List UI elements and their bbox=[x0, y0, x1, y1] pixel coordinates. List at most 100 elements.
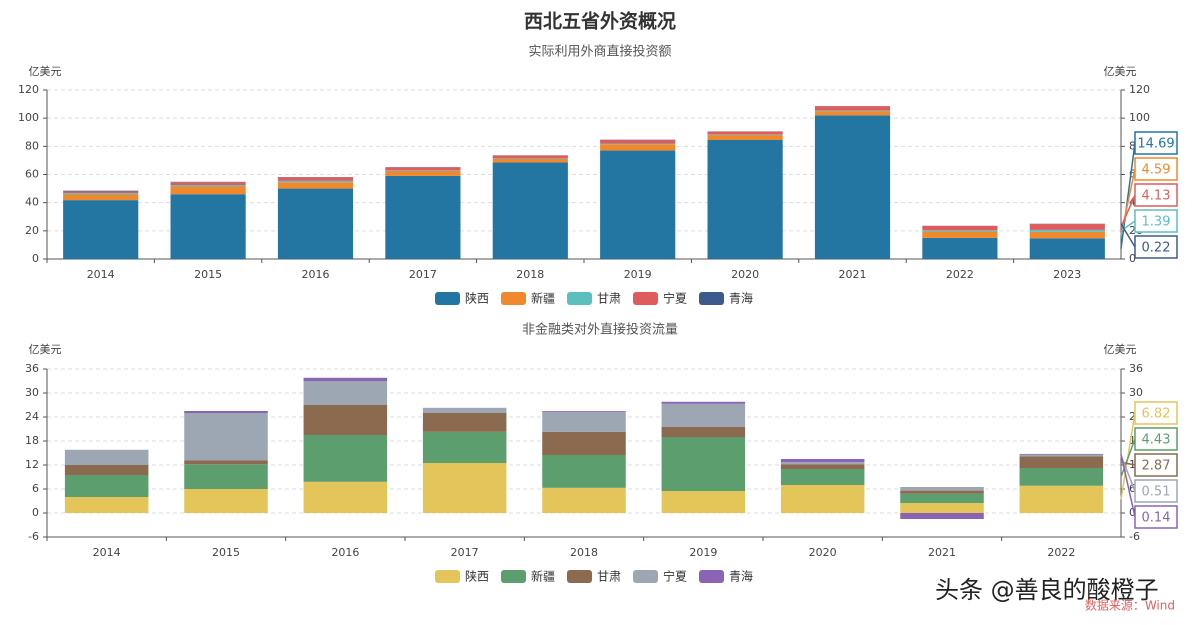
callout-label: 4.59 bbox=[1142, 163, 1171, 178]
x-tick-label: 2018 bbox=[570, 546, 598, 559]
callout-label: 6.82 bbox=[1142, 407, 1171, 422]
bar-segment bbox=[184, 489, 268, 513]
callout-box bbox=[1134, 479, 1178, 503]
callout-line bbox=[1120, 223, 1136, 248]
y-axis-label: 亿美元 bbox=[29, 65, 62, 78]
y-tick-label: 120 bbox=[18, 83, 39, 96]
bar-segment bbox=[422, 431, 507, 463]
bar-segment bbox=[707, 139, 783, 259]
callout-line bbox=[1120, 142, 1136, 249]
legend-label: 新疆 bbox=[531, 569, 555, 584]
legend-label: 宁夏 bbox=[663, 291, 687, 306]
callout-line bbox=[1120, 194, 1136, 228]
bar-segment bbox=[542, 411, 626, 432]
x-tick-label: 2020 bbox=[809, 546, 837, 559]
bar-segment bbox=[814, 106, 891, 111]
bar-segment bbox=[600, 139, 676, 144]
bar-segment bbox=[600, 143, 676, 145]
legend-label: 青海 bbox=[729, 569, 753, 584]
callout-label: 0.14 bbox=[1142, 511, 1171, 526]
callout-line bbox=[1120, 168, 1136, 236]
bar-segment bbox=[64, 497, 149, 513]
bar-segment bbox=[814, 115, 891, 259]
legend-swatch bbox=[435, 292, 460, 305]
y-tick-label: 6 bbox=[32, 482, 39, 495]
y2-tick-label: 0 bbox=[1129, 506, 1136, 519]
y-tick-label: -6 bbox=[28, 530, 39, 543]
bar-segment bbox=[1029, 224, 1105, 230]
bar-segment bbox=[542, 431, 626, 455]
x-tick-label: 2015 bbox=[194, 268, 222, 281]
legend-swatch bbox=[567, 292, 592, 305]
y-tick-label: 0 bbox=[32, 506, 39, 519]
bar-segment bbox=[170, 182, 246, 186]
callout-line bbox=[1120, 220, 1136, 232]
bar-segment bbox=[63, 193, 139, 195]
x-tick-label: 2015 bbox=[212, 546, 240, 559]
bar-segment bbox=[814, 111, 891, 116]
bar-segment bbox=[170, 186, 246, 195]
x-tick-label: 2022 bbox=[1047, 546, 1075, 559]
bar-segment bbox=[707, 131, 783, 135]
bar-segment bbox=[1019, 456, 1104, 468]
bar-segment bbox=[385, 170, 461, 176]
bar-segment bbox=[661, 491, 746, 513]
bar-segment bbox=[184, 411, 268, 413]
bar-segment bbox=[277, 180, 354, 183]
callout-label: 2.87 bbox=[1142, 459, 1171, 474]
legend-label: 陕西 bbox=[465, 291, 489, 306]
y-tick-label: 0 bbox=[32, 252, 39, 265]
bar-segment bbox=[63, 194, 139, 201]
bar-segment bbox=[277, 177, 354, 181]
bar-segment bbox=[385, 170, 461, 171]
bar-segment bbox=[63, 191, 139, 194]
bar-segment bbox=[922, 225, 998, 231]
callout-line bbox=[1120, 438, 1136, 478]
bar-segment bbox=[64, 465, 149, 475]
legend-label: 新疆 bbox=[531, 291, 555, 306]
callout-box bbox=[1134, 131, 1178, 155]
bar-segment bbox=[922, 230, 998, 232]
bar-segment bbox=[303, 381, 388, 405]
bar-segment bbox=[600, 144, 676, 151]
y2-tick-label: 6 bbox=[1129, 482, 1136, 495]
legend-swatch bbox=[633, 292, 658, 305]
legend-swatch bbox=[501, 570, 526, 583]
callout-label: 0.22 bbox=[1142, 241, 1171, 256]
y-tick-label: 30 bbox=[25, 386, 39, 399]
x-tick-label: 2017 bbox=[451, 546, 479, 559]
y-tick-label: 12 bbox=[25, 458, 39, 471]
y-tick-label: 40 bbox=[25, 196, 39, 209]
x-tick-label: 2019 bbox=[624, 268, 652, 281]
y-tick-label: 80 bbox=[25, 139, 39, 152]
y-tick-label: 60 bbox=[25, 168, 39, 181]
bar-segment bbox=[707, 134, 783, 136]
bar-segment bbox=[780, 464, 865, 469]
x-tick-label: 2019 bbox=[689, 546, 717, 559]
y2-tick-label: 100 bbox=[1129, 111, 1150, 124]
y-axis-label: 亿美元 bbox=[29, 343, 62, 356]
x-tick-label: 2014 bbox=[93, 546, 121, 559]
x-tick-label: 2016 bbox=[331, 546, 359, 559]
bar-segment bbox=[780, 485, 865, 513]
bar-segment bbox=[922, 237, 998, 259]
bar-segment bbox=[814, 110, 891, 112]
watermark: 头条 @善良的酸橙子 bbox=[935, 576, 1159, 604]
bar-segment bbox=[303, 405, 388, 435]
bar-segment bbox=[492, 158, 568, 160]
bar-segment bbox=[63, 190, 139, 192]
callout-label: 14.69 bbox=[1137, 137, 1174, 152]
bar-segment bbox=[661, 427, 746, 437]
callout-box bbox=[1134, 235, 1178, 259]
y2-tick-label: 30 bbox=[1129, 386, 1143, 399]
bar-segment bbox=[1029, 229, 1105, 232]
legend-swatch bbox=[567, 570, 592, 583]
y-tick-label: 100 bbox=[18, 111, 39, 124]
y2-tick-label: -6 bbox=[1129, 530, 1140, 543]
bar-segment bbox=[184, 460, 268, 465]
y2-axis-label: 亿美元 bbox=[1104, 343, 1137, 356]
bar-segment bbox=[780, 469, 865, 485]
bar-segment bbox=[1019, 485, 1104, 513]
x-tick-label: 2016 bbox=[302, 268, 330, 281]
bar-segment bbox=[422, 463, 507, 513]
